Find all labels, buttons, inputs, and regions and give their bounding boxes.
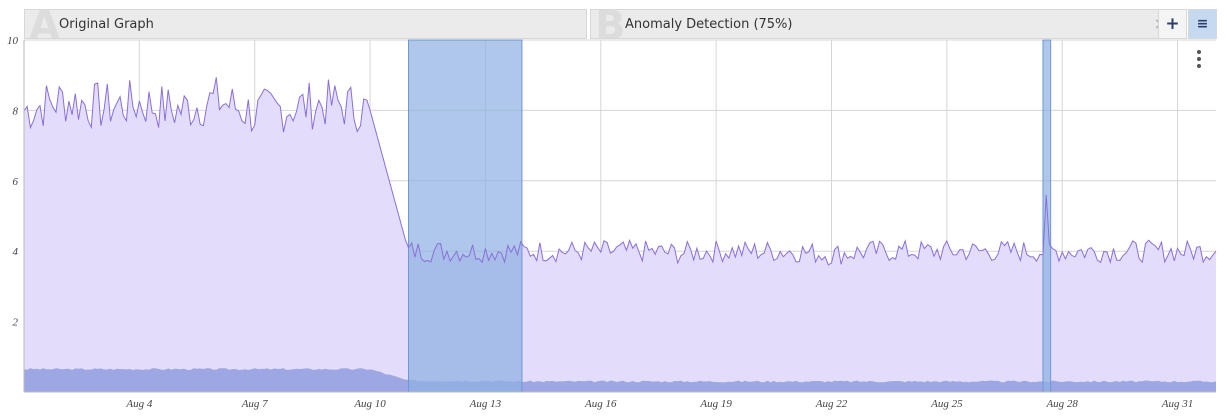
y-tick-label: 4: [13, 246, 19, 258]
y-tick-label: 8: [13, 105, 19, 117]
x-tick-label: Aug 31: [1161, 398, 1193, 410]
series-line: [23, 77, 1217, 266]
x-tick-label: Aug 22: [815, 398, 848, 410]
tab-letter: A: [29, 9, 60, 39]
x-tick-label: Aug 28: [1045, 398, 1078, 410]
y-tick-label: 6: [13, 176, 19, 188]
baseline-series-area: [24, 368, 1216, 392]
x-tick-label: Aug 7: [241, 398, 268, 410]
tab-letter: B: [595, 9, 626, 39]
more-options-icon[interactable]: [1191, 48, 1207, 70]
anomaly-band: [1042, 39, 1052, 393]
y-tick-label: 2: [13, 317, 19, 329]
menu-icon[interactable]: ≡: [1188, 9, 1217, 39]
series-area: [24, 77, 1216, 393]
graph-tab-bar: A Original Graph B Anomaly Detection (75…: [24, 9, 1217, 39]
x-tick-label: Aug 16: [584, 398, 617, 410]
tab-anomaly-detection[interactable]: B Anomaly Detection (75%) ×: [590, 9, 1176, 39]
x-tick-label: Aug 10: [353, 398, 386, 410]
y-tick-label: 10: [7, 35, 19, 47]
tab-label: Anomaly Detection (75%): [625, 17, 793, 32]
tab-original-graph[interactable]: A Original Graph: [24, 9, 587, 39]
x-tick-label: Aug 4: [125, 398, 152, 410]
add-graph-button[interactable]: +: [1158, 9, 1187, 39]
x-tick-label: Aug 25: [930, 398, 963, 410]
anomaly-band: [408, 39, 523, 393]
x-tick-label: Aug 19: [699, 398, 732, 410]
x-tick-label: Aug 13: [469, 398, 502, 410]
tab-label: Original Graph: [59, 17, 154, 32]
